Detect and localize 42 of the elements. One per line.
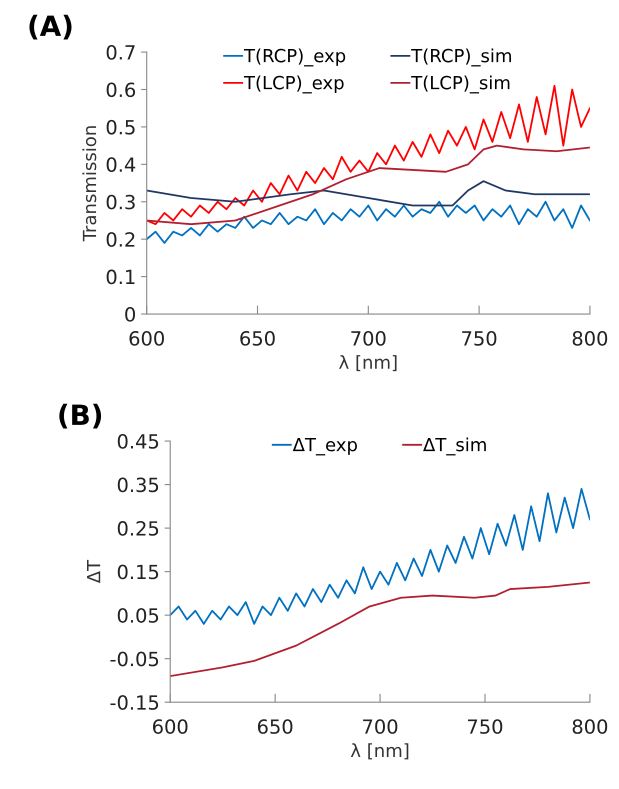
legend-label: T(RCP)_sim: [411, 48, 511, 66]
line-series: [170, 582, 590, 677]
legend-label: T(RCP)_exp: [244, 48, 346, 66]
x-tick-label: 650: [240, 331, 275, 346]
line-series: [170, 488, 590, 625]
y-tick-label: -0.05: [110, 652, 158, 666]
y-tick-label: 0.7: [106, 45, 135, 60]
x-tick-label: 650: [258, 719, 292, 734]
legend-label: ΔT_sim: [423, 437, 486, 456]
y-tick-label: 0.1: [106, 270, 134, 284]
y-tick-label: 0.15: [118, 564, 158, 580]
legend-label: T(LCP)_sim: [411, 75, 510, 94]
x-tick-label: 700: [363, 719, 398, 734]
y-tick-label: 0.05: [118, 608, 158, 623]
x-tick-label: 800: [572, 331, 608, 346]
x-tick-label: 700: [351, 331, 386, 346]
y-tick-label: 0.2: [106, 232, 134, 247]
y-axis-title: Transmission: [82, 126, 96, 242]
legend-label: T(LCP)_exp: [244, 75, 344, 94]
chart-title: (A): [29, 14, 72, 40]
y-axis-title: ΔT: [87, 560, 100, 584]
line-series: [146, 200, 590, 244]
y-tick-label: 0.3: [106, 194, 135, 210]
x-axis-title: λ [nm]: [339, 355, 397, 372]
x-tick-label: 750: [468, 719, 502, 734]
y-tick-label: 0.4: [106, 157, 136, 172]
y-tick-label: 0.25: [118, 521, 158, 536]
chart-title: (B): [59, 404, 102, 428]
y-tick-label: 0.35: [118, 478, 158, 492]
x-tick-label: 600: [153, 719, 188, 734]
y-tick-label: -0.15: [110, 695, 158, 710]
line-series: [146, 144, 590, 226]
x-tick-label: 800: [572, 719, 608, 734]
y-tick-label: 0.5: [106, 120, 135, 135]
line-series: [146, 180, 590, 206]
x-tick-label: 600: [130, 331, 164, 346]
x-tick-label: 750: [462, 331, 496, 346]
legend-label: ΔT_exp: [292, 438, 357, 456]
y-tick-label: 0.6: [106, 82, 136, 98]
y-tick-label: 0.45: [118, 434, 158, 449]
x-axis-title: λ [nm]: [350, 743, 408, 760]
y-tick-label: 0: [125, 306, 135, 322]
